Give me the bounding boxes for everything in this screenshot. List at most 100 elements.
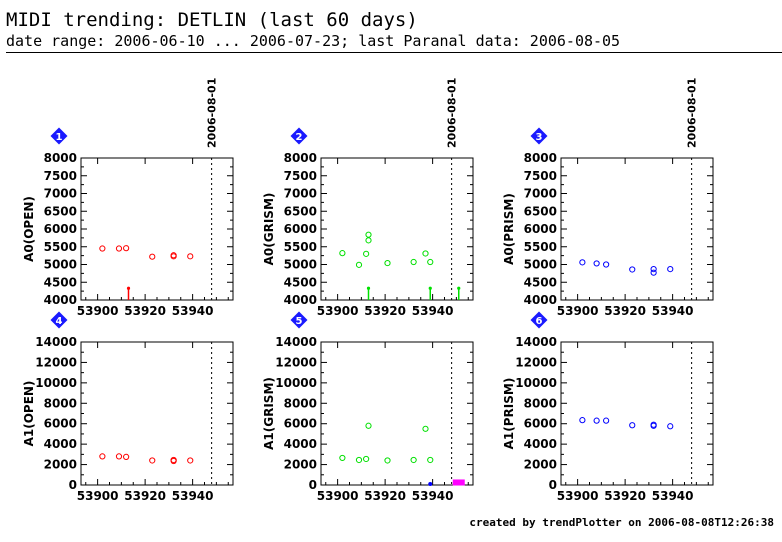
x-tick-label: 53900 bbox=[317, 304, 359, 318]
y-tick-label: 4000 bbox=[44, 437, 77, 451]
y-axis-label: A0(PRISM) bbox=[502, 193, 516, 265]
data-point bbox=[365, 231, 372, 238]
spike-head bbox=[428, 286, 432, 290]
data-point bbox=[410, 258, 417, 266]
x-tick-label: 53940 bbox=[172, 304, 214, 318]
data-point bbox=[355, 261, 363, 268]
data-point bbox=[629, 422, 636, 429]
plot-frame bbox=[80, 157, 234, 301]
plot-frame bbox=[560, 157, 714, 301]
chart-panel-3: 4000 4500 5000 5500 6000 6500 7000 7500 8000 5390… bbox=[502, 78, 714, 318]
data-point bbox=[422, 250, 429, 257]
data-cluster bbox=[452, 479, 465, 486]
spike-head bbox=[366, 286, 371, 290]
y-tick-label: 10000 bbox=[35, 376, 77, 390]
y-tick-label: 5000 bbox=[284, 258, 317, 272]
y-tick-label: 4000 bbox=[44, 293, 77, 307]
panel-badge-number: 1 bbox=[56, 132, 63, 143]
y-tick-label: 6000 bbox=[284, 222, 317, 236]
x-tick-label: 53920 bbox=[124, 304, 166, 318]
y-axis-label: A1(PRISM) bbox=[502, 378, 516, 450]
data-point-extra bbox=[428, 481, 433, 486]
y-axis-label: A1(OPEN) bbox=[22, 381, 36, 447]
y-tick-label: 7500 bbox=[284, 169, 317, 183]
data-point bbox=[427, 456, 434, 464]
data-point bbox=[99, 453, 106, 460]
chart-panel-4: 0 2000 4000 6000 8000 10000 12000 14000 53900 539… bbox=[22, 311, 234, 503]
y-tick-label: 7500 bbox=[44, 169, 77, 183]
chart-panel-2: 4000 4500 5000 5500 6000 6500 7000 7500 8000 5390… bbox=[262, 78, 474, 318]
y-tick-label: 6500 bbox=[524, 204, 557, 218]
panel-badge-icon bbox=[290, 311, 308, 329]
x-tick-label: 53900 bbox=[557, 489, 599, 503]
page-title: MIDI trending: DETLIN (last 60 days) bbox=[6, 9, 418, 31]
y-tick-label: 4500 bbox=[284, 275, 317, 289]
x-tick-label: 53940 bbox=[652, 489, 694, 503]
y-axis-label: A0(OPEN) bbox=[22, 196, 36, 262]
data-point bbox=[187, 457, 194, 464]
plot-frame bbox=[320, 157, 474, 301]
plot-frame bbox=[80, 341, 234, 486]
y-tick-label: 12000 bbox=[35, 355, 77, 369]
date-marker-label: 2006-08-01 bbox=[206, 78, 219, 148]
y-tick-label: 5500 bbox=[44, 240, 77, 254]
y-tick-label: 14000 bbox=[275, 335, 317, 349]
y-tick-label: 8000 bbox=[524, 151, 557, 165]
data-point bbox=[149, 253, 156, 260]
y-tick-label: 2000 bbox=[524, 458, 557, 472]
date-marker-label: 2006-08-01 bbox=[446, 78, 459, 148]
data-point bbox=[115, 245, 123, 252]
y-tick-label: 0 bbox=[69, 478, 77, 492]
y-tick-label: 4000 bbox=[284, 293, 317, 307]
data-point bbox=[187, 253, 194, 260]
y-axis-label: A0(GRISM) bbox=[262, 193, 276, 266]
y-tick-label: 14000 bbox=[515, 335, 557, 349]
y-tick-label: 7000 bbox=[524, 187, 557, 201]
y-tick-label: 4000 bbox=[284, 437, 317, 451]
data-point bbox=[384, 259, 391, 267]
data-point bbox=[593, 260, 600, 267]
panel-badge-icon bbox=[530, 127, 548, 145]
data-point bbox=[363, 250, 370, 257]
y-axis-label: A1(GRISM) bbox=[262, 377, 276, 450]
y-tick-label: 4000 bbox=[524, 293, 557, 307]
y-tick-label: 8000 bbox=[284, 396, 317, 410]
y-tick-label: 4500 bbox=[524, 275, 557, 289]
y-tick-label: 14000 bbox=[35, 335, 77, 349]
x-tick-label: 53920 bbox=[364, 489, 406, 503]
chart-panel-5: 0 2000 4000 6000 8000 10000 12000 14000 53900 539… bbox=[262, 311, 474, 503]
data-point bbox=[422, 425, 429, 432]
y-tick-label: 0 bbox=[309, 478, 317, 492]
data-point bbox=[149, 457, 156, 464]
data-point bbox=[365, 422, 372, 429]
y-tick-label: 6500 bbox=[44, 204, 77, 218]
data-point bbox=[603, 261, 610, 268]
data-point bbox=[355, 456, 363, 464]
x-tick-label: 53920 bbox=[364, 304, 406, 318]
y-tick-label: 6000 bbox=[44, 417, 77, 431]
panel-badge-number: 2 bbox=[296, 132, 303, 143]
data-point bbox=[667, 423, 674, 430]
panel-badge-icon bbox=[530, 311, 548, 329]
y-tick-label: 5000 bbox=[524, 258, 557, 272]
y-tick-label: 6000 bbox=[44, 222, 77, 236]
y-tick-label: 8000 bbox=[44, 396, 77, 410]
y-tick-label: 4500 bbox=[44, 275, 77, 289]
y-tick-label: 10000 bbox=[515, 376, 557, 390]
x-tick-label: 53940 bbox=[412, 304, 454, 318]
data-point bbox=[115, 453, 123, 460]
data-point bbox=[410, 456, 417, 464]
y-tick-label: 12000 bbox=[275, 355, 317, 369]
data-point bbox=[363, 455, 370, 463]
y-tick-label: 8000 bbox=[524, 396, 557, 410]
data-point bbox=[99, 245, 106, 252]
y-tick-label: 12000 bbox=[515, 355, 557, 369]
data-point bbox=[579, 417, 586, 424]
x-tick-label: 53900 bbox=[557, 304, 599, 318]
panel-badge-number: 4 bbox=[56, 316, 63, 327]
data-point bbox=[170, 253, 177, 260]
panel-badge-number: 3 bbox=[536, 132, 543, 143]
y-tick-label: 7000 bbox=[284, 187, 317, 201]
x-tick-label: 53940 bbox=[412, 489, 454, 503]
x-tick-label: 53900 bbox=[77, 489, 119, 503]
